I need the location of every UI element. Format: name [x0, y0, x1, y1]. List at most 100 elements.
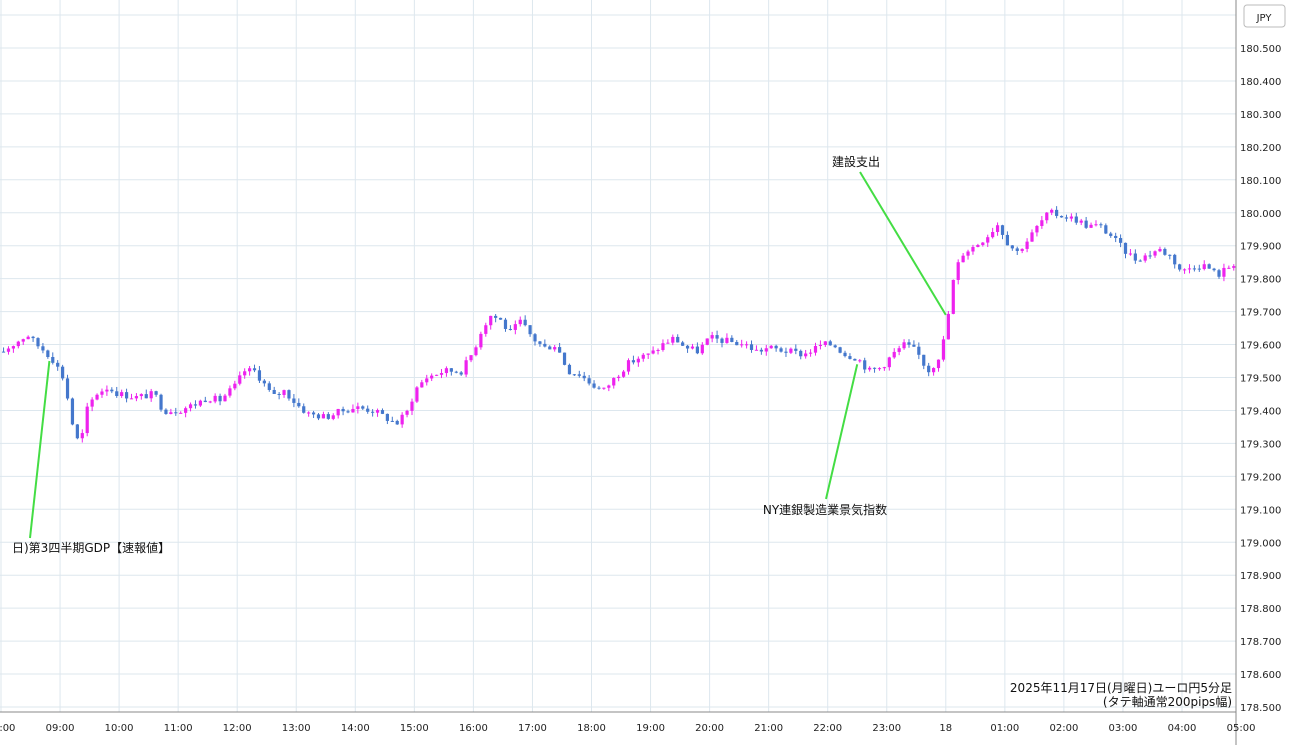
x-tick-label: 22:00 — [813, 723, 842, 734]
candle-body — [1202, 264, 1206, 270]
y-tick-label: 180.500 — [1240, 44, 1281, 55]
candle-body — [277, 393, 281, 395]
annotation-label: NY連銀製造業景気指数 — [763, 502, 887, 517]
candle-body — [75, 424, 79, 439]
annotation-line — [29, 360, 51, 539]
candle-body — [592, 383, 596, 388]
candle-body — [558, 347, 562, 353]
candle-body — [902, 342, 906, 349]
candle-body — [543, 343, 547, 347]
candle-body — [16, 341, 20, 347]
candle-body — [159, 394, 163, 410]
candle-body — [646, 353, 650, 355]
y-tick-label: 179.300 — [1240, 439, 1281, 450]
annotation-line — [825, 364, 859, 500]
candle-body — [838, 347, 842, 353]
candle-body — [223, 395, 227, 402]
x-tick-label: 21:00 — [754, 723, 783, 734]
candle-body — [390, 420, 394, 422]
candle-body — [262, 380, 266, 384]
candle-body — [434, 374, 439, 376]
candle-body — [745, 344, 749, 346]
candle-body — [124, 392, 129, 399]
candle-body — [1064, 217, 1069, 219]
candle-body — [1148, 255, 1152, 257]
x-tick-label: 20:00 — [695, 723, 724, 734]
candle-body — [105, 389, 109, 392]
candle-body — [1084, 220, 1088, 228]
candle-body — [602, 387, 606, 389]
candle-body — [36, 338, 40, 347]
x-tick-label: 01:00 — [990, 723, 1019, 734]
x-tick-label: 23:00 — [872, 723, 901, 734]
candle-body — [430, 375, 434, 379]
candle-body — [981, 242, 985, 246]
candle-body — [489, 315, 493, 326]
candle-body — [218, 395, 222, 402]
candle-body — [454, 371, 458, 373]
candle-body — [961, 255, 965, 263]
candle-body — [656, 349, 660, 351]
y-tick-label: 178.800 — [1240, 604, 1281, 615]
candle-body — [326, 414, 330, 419]
candle-body — [282, 390, 286, 395]
candle-body — [331, 415, 335, 419]
candle-body — [897, 348, 901, 352]
candle-body — [1089, 224, 1093, 228]
candle-body — [459, 372, 463, 375]
candle-body — [1030, 232, 1034, 242]
candle-body — [272, 389, 276, 394]
x-tick-label: 17:00 — [518, 723, 547, 734]
candle-body — [1207, 264, 1211, 269]
x-tick-label: 02:00 — [1049, 723, 1078, 734]
candle-body — [420, 382, 424, 388]
candle-body — [11, 346, 16, 349]
candle-body — [626, 360, 631, 372]
candle-body — [1143, 255, 1147, 261]
y-tick-label: 179.500 — [1240, 374, 1281, 385]
candle-body — [966, 251, 970, 256]
candle-body — [789, 348, 793, 353]
candle-body — [863, 360, 867, 370]
chart-caption-line2: (タテ軸通常200pips幅) — [1103, 694, 1232, 709]
currency-badge[interactable] — [1243, 4, 1286, 28]
candle-body — [1005, 234, 1010, 246]
candle-body — [1040, 220, 1044, 226]
y-tick-label: 179.400 — [1240, 406, 1281, 417]
candle-body — [754, 349, 759, 351]
y-tick-label: 178.900 — [1240, 571, 1281, 582]
candle-body — [1222, 267, 1226, 277]
candle-body — [882, 367, 886, 369]
candle-body — [1138, 260, 1142, 262]
candle-body — [553, 347, 557, 350]
candle-body — [681, 342, 685, 346]
candle-body — [1045, 212, 1049, 221]
candle-body — [868, 367, 872, 370]
candle-body — [21, 339, 25, 342]
candle-body — [464, 360, 468, 375]
candle-body — [666, 342, 670, 344]
candle-body — [336, 408, 340, 416]
candle-body — [479, 333, 483, 348]
y-tick-label: 180.000 — [1240, 209, 1281, 220]
candle-body — [1104, 225, 1108, 234]
candle-body — [46, 350, 50, 357]
candle-body — [174, 412, 178, 414]
candle-body — [1217, 270, 1221, 277]
candle-body — [1079, 220, 1083, 223]
y-tick-label: 179.200 — [1240, 472, 1281, 483]
candle-body — [6, 348, 11, 352]
candle-body — [995, 225, 1000, 233]
candle-body — [1153, 251, 1157, 256]
candle-body — [474, 347, 478, 356]
candle-body — [695, 346, 699, 354]
candle-body — [513, 324, 517, 330]
candle-body — [1197, 268, 1201, 270]
candle-body — [120, 392, 124, 396]
candle-body — [425, 378, 429, 383]
candle-body — [1227, 267, 1231, 269]
candle-body — [661, 343, 665, 350]
candle-body — [1069, 216, 1073, 219]
y-tick-label: 180.200 — [1240, 143, 1281, 154]
candle-body — [252, 368, 257, 371]
